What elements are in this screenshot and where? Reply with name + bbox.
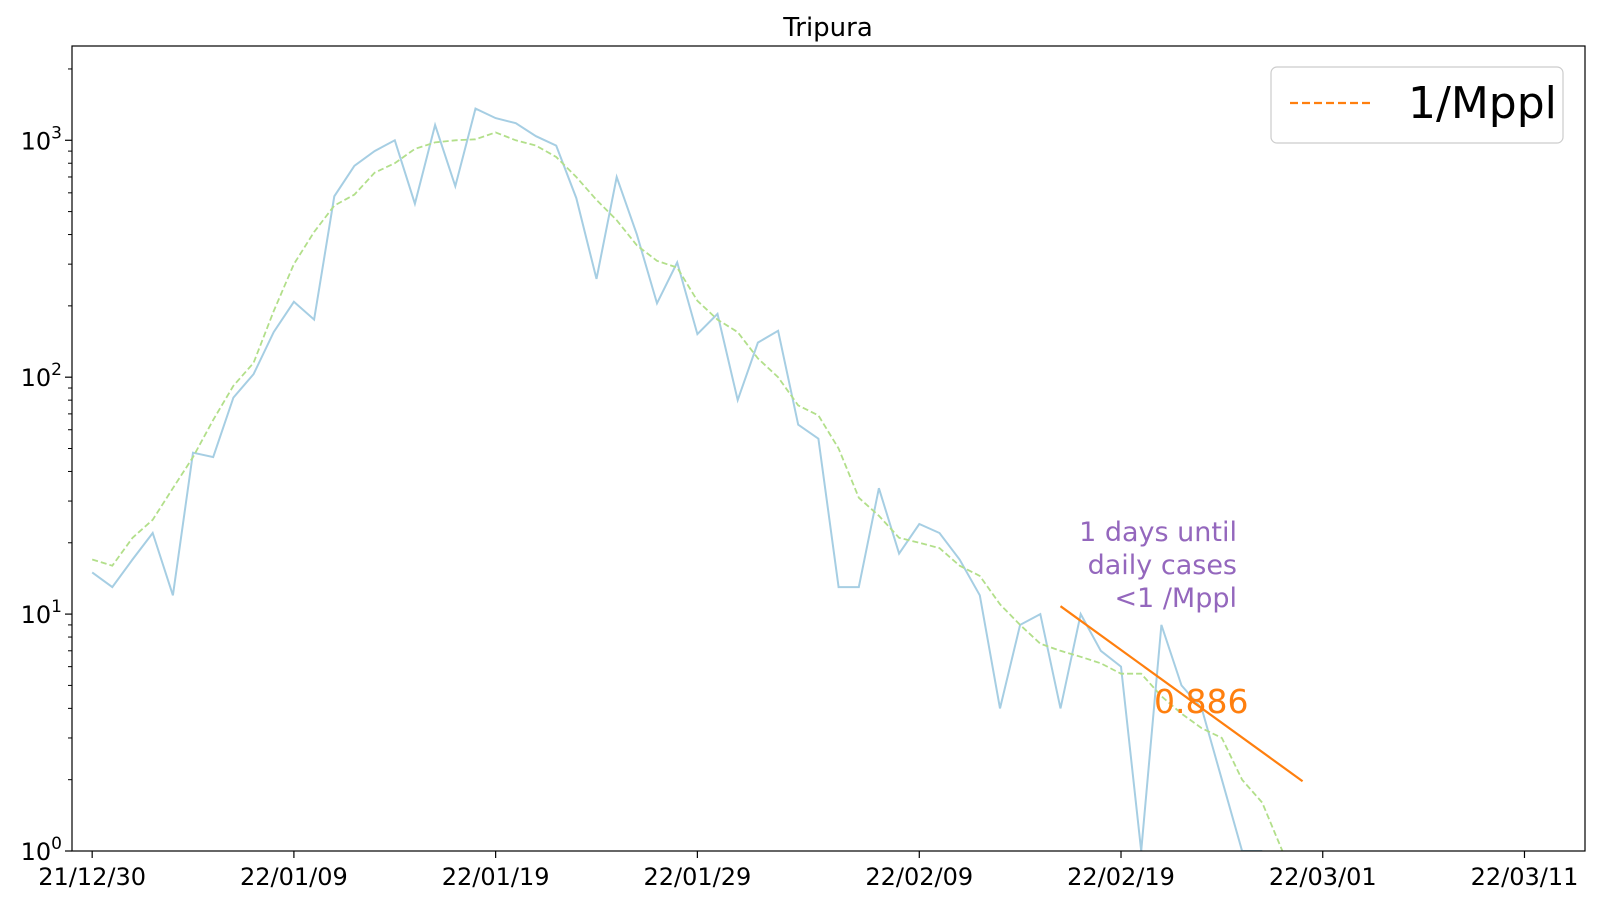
legend-box [1270, 66, 1564, 144]
days-until-annotation-line: <1 /Mppl [1114, 583, 1237, 614]
series-line-daily [91, 107, 1263, 851]
x-tick-label: 22/03/11 [1471, 863, 1579, 891]
series-layer [91, 107, 1304, 851]
y-tick-label: 102 [21, 360, 62, 392]
y-tick-label: 103 [21, 123, 62, 155]
axis-layer: 21/12/30 22/01/09 22/01/19 22/01/29 22/02/09… [21, 68, 1579, 891]
y-tick-label: 101 [21, 597, 62, 629]
chart-title: Tripura [782, 13, 873, 43]
y-tick-label: 100 [21, 834, 62, 866]
x-tick-label: 22/02/09 [865, 863, 973, 891]
x-tick-label: 21/12/30 [38, 863, 146, 891]
fit-line [1059, 605, 1304, 783]
x-tick-label: 22/03/01 [1269, 863, 1377, 891]
legend-label: 1/Mppl [1408, 78, 1557, 129]
days-until-annotation-line: 1 days until [1079, 517, 1237, 548]
x-tick-label: 22/01/19 [442, 863, 550, 891]
x-tick-label: 22/01/29 [643, 863, 751, 891]
legend: 1/Mppl [1270, 66, 1564, 144]
days-until-annotation-line: daily cases [1088, 550, 1237, 581]
slope-value-label: 0.886 [1154, 682, 1248, 721]
x-tick-label: 22/02/19 [1067, 863, 1175, 891]
x-tick-label: 22/01/09 [240, 863, 348, 891]
